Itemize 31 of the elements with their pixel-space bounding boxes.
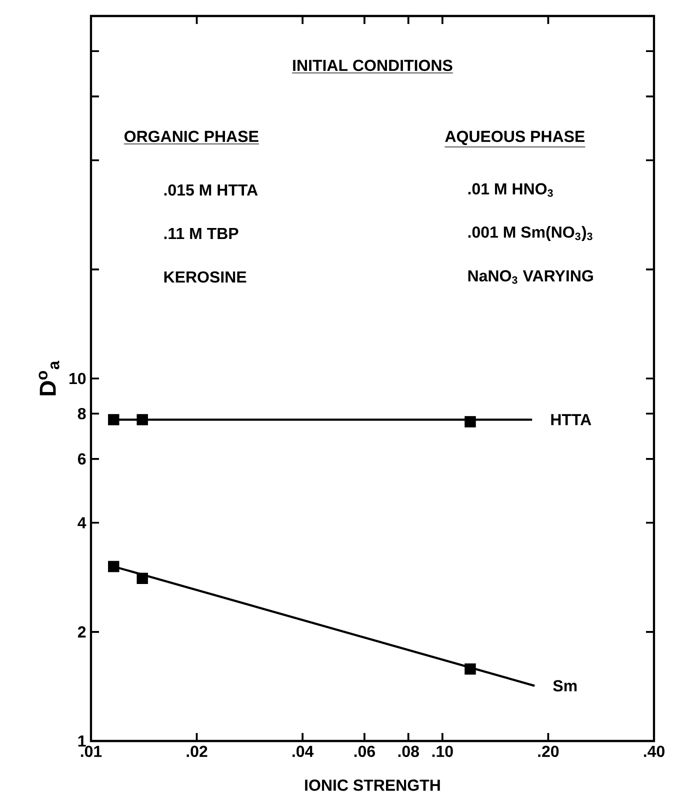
series-label: HTTA (551, 414, 592, 426)
annotation: ORGANIC PHASE (124, 130, 258, 142)
y-tick-label: 6 (78, 453, 86, 465)
annotation: INITIAL CONDITIONS (293, 60, 452, 72)
y-tick-label: 4 (78, 517, 86, 528)
point (108, 414, 120, 426)
point (108, 560, 120, 572)
annotation: .11 M TBP (164, 228, 238, 240)
x-tick-label: .04 (292, 746, 314, 758)
x-tick-label: .20 (538, 746, 559, 758)
y-axis-title: D$^{o}$a (38, 360, 60, 396)
x-tick-label: .02 (186, 746, 208, 758)
annotation: AQUEOUS PHASE (445, 130, 585, 146)
annotation: KEROSINE (164, 271, 246, 283)
y-tick-label: 1 (78, 736, 86, 746)
y-tick-label: 8 (78, 408, 86, 420)
point (464, 416, 476, 428)
series-label: Sm (553, 680, 577, 692)
x-tick-label: .10 (432, 746, 453, 758)
y-tick-label: 10 (69, 372, 86, 384)
x-tick-label: .08 (398, 746, 419, 758)
annotation: .015 M HTTA (164, 184, 258, 196)
x-tick-label: .01 (80, 746, 102, 758)
point (464, 663, 476, 675)
x-axis-title: IONIC STRENGTH (305, 780, 440, 791)
annotation: NaNO$_{3}$ VARYING (468, 270, 593, 284)
y-tick-label: 2 (78, 626, 86, 638)
x-tick-label: .40 (644, 746, 664, 758)
x-tick-label: .06 (354, 746, 375, 758)
annotation: .001 M Sm(NO$_{3}$)$_{3}$ (468, 226, 592, 241)
annotation: .01 M HNO$_{3}$ (468, 183, 553, 197)
